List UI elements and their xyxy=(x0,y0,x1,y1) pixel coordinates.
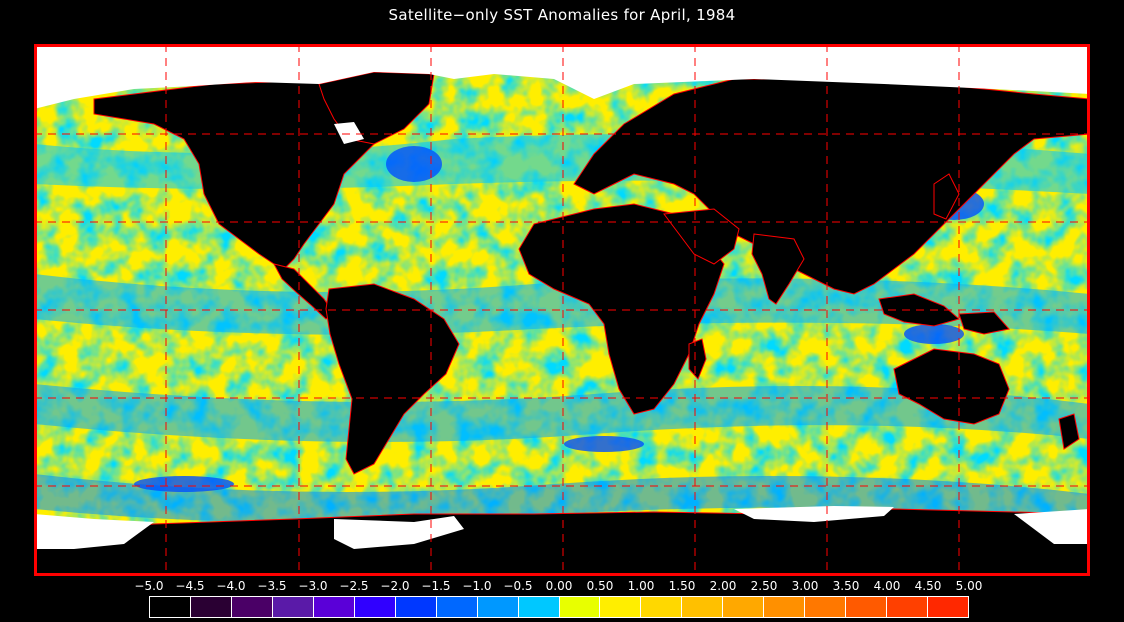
colorbar-tick-label: −1.5 xyxy=(421,579,451,593)
colorbar-tick-label: −5.0 xyxy=(134,579,164,593)
colorbar-tick-label: 3.50 xyxy=(832,579,860,593)
new-guinea xyxy=(958,311,1010,335)
colorbar-tick-label: 0.00 xyxy=(545,579,573,593)
australia xyxy=(893,348,1010,425)
colorbar-tick-label: −3.5 xyxy=(257,579,287,593)
colorbar-tick-label: 3.00 xyxy=(791,579,819,593)
colorbar-swatch xyxy=(682,597,724,617)
colorbar-tick-label: 4.50 xyxy=(914,579,942,593)
colorbar-tick-label: −4.0 xyxy=(216,579,246,593)
colorbar-tick-label: 0.50 xyxy=(586,579,614,593)
colorbar-tick-label: 4.00 xyxy=(873,579,901,593)
colorbar-tick-label: 2.00 xyxy=(709,579,737,593)
colorbar-swatch xyxy=(313,597,355,617)
colorbar-swatch xyxy=(354,597,396,617)
colorbar xyxy=(149,596,969,618)
south-america xyxy=(325,283,460,475)
colorbar-tick-label: −2.5 xyxy=(339,579,369,593)
colorbar-swatch xyxy=(231,597,273,617)
colorbar-tick-label: −3.0 xyxy=(298,579,328,593)
arabia xyxy=(663,208,740,265)
colorbar-swatch xyxy=(395,597,437,617)
colorbar-tick-labels: −5.0 −4.5 −4.0 −3.5 −3.0 −2.5 −2.0 −1.5 −1.0 −0.5… xyxy=(0,579,1124,595)
colorbar-swatch xyxy=(559,597,601,617)
colorbar-tick-label: 5.00 xyxy=(955,579,983,593)
colorbar-swatch xyxy=(600,597,642,617)
colorbar-swatch xyxy=(887,597,929,617)
colorbar-swatch xyxy=(928,597,969,617)
sea-ice xyxy=(34,44,1090,549)
colorbar-swatch xyxy=(805,597,847,617)
sst-anomaly-map xyxy=(34,44,1090,576)
colorbar-tick-label: −1.0 xyxy=(462,579,492,593)
colorbar-swatch xyxy=(764,597,806,617)
colorbar-swatch xyxy=(436,597,478,617)
colorbar-swatch xyxy=(190,597,232,617)
colorbar-tick-label: 2.50 xyxy=(750,579,778,593)
colorbar-tick-label: 1.50 xyxy=(668,579,696,593)
graticule xyxy=(34,44,1090,576)
colorbar-swatch xyxy=(641,597,683,617)
map-title: Satellite−only SST Anomalies for April, … xyxy=(388,6,736,24)
india xyxy=(751,233,805,305)
colorbar-swatch xyxy=(723,597,765,617)
map-frame xyxy=(34,44,1090,576)
colorbar-tick-label: −4.5 xyxy=(175,579,205,593)
colorbar-tick-label: 1.00 xyxy=(627,579,655,593)
colorbar-swatch xyxy=(272,597,314,617)
colorbar-swatch xyxy=(477,597,519,617)
world-map-canvas xyxy=(34,44,1090,576)
colorbar-tick-label: −0.5 xyxy=(503,579,533,593)
colorbar-swatch xyxy=(150,597,191,617)
new-zealand xyxy=(1058,413,1080,450)
colorbar-tick-label: −2.0 xyxy=(380,579,410,593)
colorbar-swatch xyxy=(846,597,888,617)
japan xyxy=(933,173,960,220)
colorbar-swatch xyxy=(518,597,560,617)
madagascar xyxy=(688,338,707,380)
